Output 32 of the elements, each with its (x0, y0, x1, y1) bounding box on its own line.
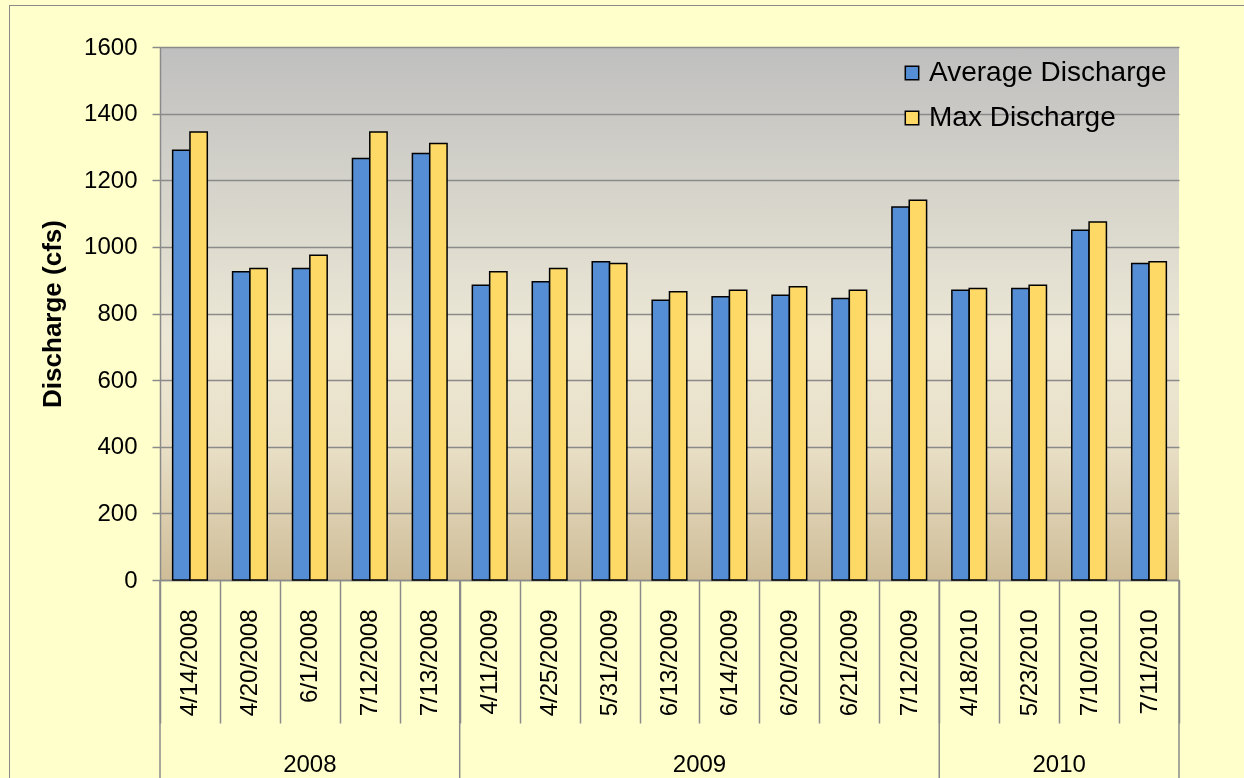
x-tick-label: 7/13/2008 (415, 609, 443, 717)
legend-label: Max Discharge (929, 101, 1116, 132)
x-tick-label: 4/20/2008 (235, 609, 263, 717)
x-tick-label: 5/23/2010 (1014, 609, 1042, 717)
y-tick-label: 0 (124, 565, 138, 593)
y-tick-label: 400 (97, 432, 138, 460)
text: 2008 (283, 750, 337, 777)
y-tick-label: 1400 (84, 99, 138, 127)
y-axis-title: Discharge (cfs) (37, 220, 68, 408)
legend-label: Average Discharge (929, 56, 1167, 87)
x-tick-label: 4/18/2010 (954, 609, 982, 717)
x-tick-label: 4/14/2008 (175, 609, 203, 717)
y-tick-label: 600 (97, 365, 138, 393)
x-tick-label: 7/10/2010 (1074, 609, 1102, 717)
x-tick-label: 4/25/2009 (535, 609, 563, 717)
x-tick-label: 4/11/2009 (475, 609, 503, 715)
text: 2009 (672, 750, 727, 777)
x-tick-label: 6/21/2009 (834, 609, 862, 717)
x-tick-label: 5/31/2009 (595, 609, 623, 717)
x-tick-label: 7/12/2009 (894, 609, 922, 717)
y-tick-label: 200 (97, 498, 138, 526)
x-tick-label: 7/11/2010 (1134, 609, 1162, 715)
y-tick-label: 800 (97, 299, 138, 326)
x-tick-label: 7/12/2008 (355, 609, 383, 717)
y-tick-label: 1000 (84, 232, 138, 260)
y-tick-label: 1600 (84, 32, 138, 60)
x-tick-label: 6/14/2009 (714, 609, 742, 717)
y-tick-label: 1200 (84, 165, 138, 193)
x-tick-label: 6/20/2009 (774, 609, 802, 717)
text: 2010 (1032, 750, 1086, 777)
x-tick-label: 6/13/2009 (655, 609, 682, 717)
x-tick-label: 6/1/2008 (295, 609, 323, 703)
